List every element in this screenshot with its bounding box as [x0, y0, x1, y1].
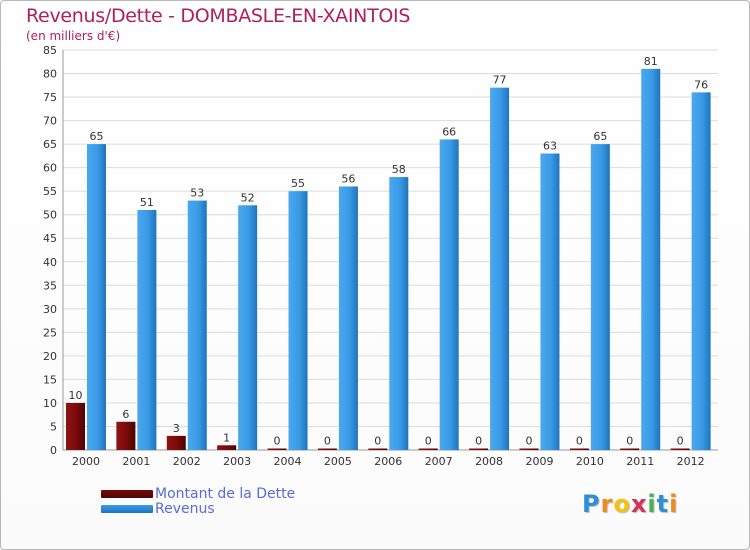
y-tick-label: 75 [43, 91, 57, 104]
y-tick-label: 85 [43, 44, 57, 57]
bar-revenue [187, 200, 207, 450]
bar-revenue [238, 205, 258, 450]
data-label-debt: 6 [122, 408, 129, 421]
bar-debt [116, 421, 136, 450]
x-tick-label: 2012 [677, 455, 705, 468]
logo-letter-2: o [613, 490, 631, 518]
proxiti-logo: Proxiti [582, 490, 678, 518]
y-tick-label: 25 [43, 326, 57, 339]
data-label-revenue: 76 [694, 78, 708, 91]
data-label-revenue: 77 [493, 74, 507, 87]
logo-letter-0: P [582, 490, 601, 518]
bar-revenue [338, 186, 358, 450]
data-label-debt: 1 [223, 431, 230, 444]
data-label-revenue: 66 [442, 125, 456, 138]
bar-revenue [691, 92, 711, 451]
y-tick-label: 5 [50, 420, 57, 433]
y-tick-label: 35 [43, 279, 57, 292]
y-tick-label: 80 [43, 68, 57, 81]
y-tick-label: 60 [43, 162, 57, 175]
data-label-revenue: 65 [593, 130, 607, 143]
bar-debt [418, 448, 438, 450]
y-tick-label: 55 [43, 185, 57, 198]
y-tick-label: 20 [43, 350, 57, 363]
x-tick-label: 2010 [576, 455, 604, 468]
legend-swatch-debt [101, 490, 153, 498]
bar-debt [620, 448, 640, 450]
bar-revenue [439, 139, 459, 451]
bar-revenue [641, 68, 661, 450]
data-label-debt: 0 [425, 435, 432, 448]
data-label-debt: 10 [69, 389, 83, 402]
bar-revenue [87, 144, 106, 450]
bar-debt [469, 448, 489, 450]
data-label-debt: 0 [677, 435, 684, 448]
x-tick-label: 2011 [626, 455, 654, 468]
data-label-revenue: 56 [341, 172, 355, 185]
bar-debt [569, 448, 589, 450]
bar-debt [217, 445, 237, 450]
y-tick-label: 65 [43, 138, 57, 151]
data-label-revenue: 58 [392, 163, 406, 176]
logo-letter-5: t [656, 490, 670, 518]
data-label-revenue: 65 [90, 130, 104, 143]
y-tick-label: 30 [43, 303, 57, 316]
y-tick-label: 70 [43, 115, 57, 128]
bar-revenue [540, 153, 560, 450]
data-label-debt: 0 [576, 435, 583, 448]
bar-debt [317, 448, 337, 450]
y-tick-label: 45 [43, 232, 57, 245]
logo-letter-4: i [647, 490, 657, 518]
bar-debt [368, 448, 388, 450]
legend-swatch-revenue [101, 505, 153, 513]
x-tick-label: 2007 [425, 455, 453, 468]
data-label-debt: 3 [173, 422, 180, 435]
bar-revenue [288, 191, 308, 451]
x-tick-label: 2004 [274, 455, 302, 468]
bar-debt [166, 435, 186, 450]
x-tick-label: 2005 [324, 455, 352, 468]
logo-letter-1: r [600, 490, 614, 518]
bar-debt [670, 448, 690, 450]
legend-label-revenue: Revenus [155, 501, 215, 517]
data-label-revenue: 51 [140, 196, 154, 209]
x-tick-label: 2001 [122, 455, 150, 468]
x-tick-label: 2002 [173, 455, 201, 468]
y-tick-label: 0 [50, 444, 57, 457]
y-tick-label: 10 [43, 397, 57, 410]
bar-debt [267, 448, 287, 450]
bar-debt [66, 402, 85, 450]
bar-debt [519, 448, 539, 450]
x-tick-label: 2003 [223, 455, 251, 468]
data-label-revenue: 81 [644, 55, 658, 68]
data-label-revenue: 52 [241, 191, 255, 204]
bar-revenue [590, 144, 610, 450]
chart-title: Revenus/Dette - DOMBASLE-EN-XAINTOIS [26, 5, 411, 27]
x-tick-label: 2008 [475, 455, 503, 468]
bar-revenue [389, 177, 409, 450]
y-tick-label: 50 [43, 209, 57, 222]
data-label-debt: 0 [274, 435, 281, 448]
legend-label-debt: Montant de la Dette [155, 486, 296, 502]
data-label-debt: 0 [475, 435, 482, 448]
y-tick-label: 40 [43, 256, 57, 269]
data-label-debt: 0 [374, 435, 381, 448]
bar-revenue [490, 87, 510, 450]
data-label-revenue: 55 [291, 177, 305, 190]
x-tick-label: 2000 [72, 455, 100, 468]
x-tick-label: 2006 [374, 455, 402, 468]
data-label-revenue: 63 [543, 140, 557, 153]
data-label-debt: 0 [525, 435, 532, 448]
logo-letter-6: i [669, 490, 679, 518]
bar-revenue [137, 210, 157, 450]
data-label-debt: 0 [324, 435, 331, 448]
x-tick-label: 2009 [525, 455, 553, 468]
data-label-debt: 0 [626, 435, 633, 448]
y-tick-label: 15 [43, 373, 57, 386]
logo-letter-3: x [630, 490, 648, 518]
chart-subtitle: (en milliers d'€) [26, 29, 121, 43]
data-label-revenue: 53 [190, 187, 204, 200]
